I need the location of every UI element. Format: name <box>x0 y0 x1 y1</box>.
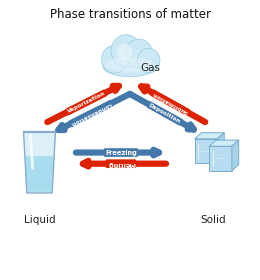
Circle shape <box>117 44 133 60</box>
Circle shape <box>102 45 127 73</box>
Polygon shape <box>217 133 224 164</box>
Polygon shape <box>232 140 239 171</box>
Polygon shape <box>195 139 217 164</box>
Text: Deposition: Deposition <box>148 102 182 124</box>
Text: Gas: Gas <box>141 62 161 73</box>
Polygon shape <box>195 133 224 139</box>
Polygon shape <box>209 140 239 146</box>
Text: Sublimation: Sublimation <box>151 90 189 115</box>
Circle shape <box>111 35 141 67</box>
Text: Melting: Melting <box>107 161 135 167</box>
Text: Phase transitions of matter: Phase transitions of matter <box>49 8 211 21</box>
Ellipse shape <box>106 57 154 73</box>
Polygon shape <box>25 156 54 192</box>
Polygon shape <box>23 132 55 193</box>
Text: Solid: Solid <box>200 215 226 225</box>
Polygon shape <box>209 146 232 171</box>
Text: Condensation: Condensation <box>69 101 113 126</box>
Circle shape <box>137 48 160 73</box>
Ellipse shape <box>103 56 157 77</box>
Text: Freezing: Freezing <box>105 150 137 155</box>
Circle shape <box>126 39 153 68</box>
Text: Liquid: Liquid <box>24 215 55 225</box>
Text: Vaporization: Vaporization <box>66 91 106 114</box>
